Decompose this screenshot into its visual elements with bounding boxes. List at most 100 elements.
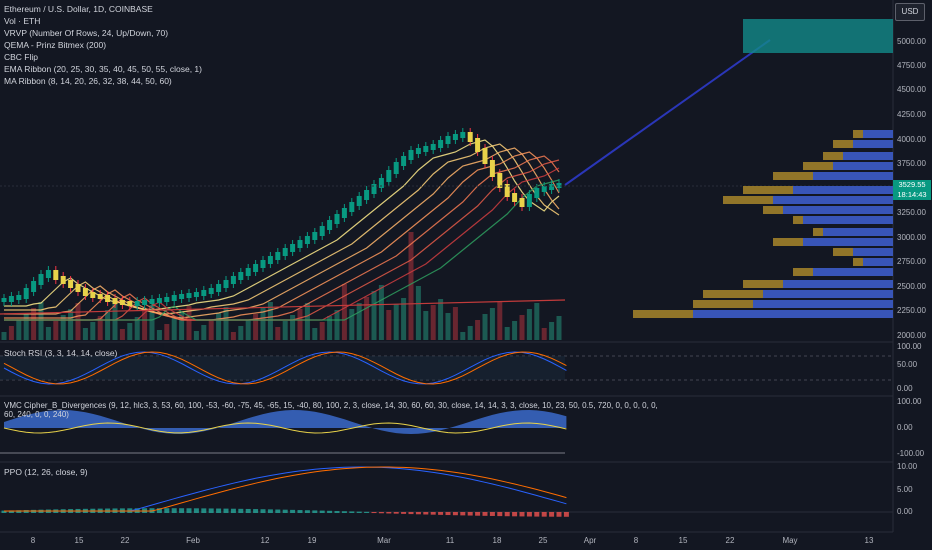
bar-countdown: 18:14:43 [897,190,927,199]
stoch-d-line [3,351,567,385]
candle-body [156,298,162,303]
ppo-histogram-bar [341,511,347,513]
indicator-qema[interactable]: QEMA - Prinz Bitmex (200) [4,40,107,50]
volume-bar [371,291,377,340]
stoch-k-line [3,351,567,385]
legend: Ethereum / U.S. Dollar, 1D, COINBASE Vol… [4,3,202,87]
volume-bar [186,306,192,340]
ppo-histogram-bar [460,512,466,516]
ppo-axis-label: 0.00 [897,507,913,516]
price-label: 3000.00 [897,233,926,242]
volume-bar [1,332,7,340]
volume-bar [549,322,555,340]
ppo-histogram-bar [415,512,421,515]
volume-bar [16,320,22,340]
volume-profile-down [803,238,893,246]
candle-body [238,272,244,280]
candle-body [171,295,177,301]
indicator-ma-ribbon[interactable]: MA Ribbon (8, 14, 20, 26, 32, 38, 44, 50… [4,76,172,86]
current-price-value: 3529.55 [898,180,926,189]
candle-body [45,270,51,278]
vmc-cipher-title[interactable]: VMC Cipher_B_Divergences (9, 12, hlc3, 3… [4,401,658,419]
volume-bar [38,302,44,340]
price-label: 4750.00 [897,61,926,70]
volume-bar [142,311,148,340]
candle-body [549,184,555,190]
indicator-volume[interactable]: Vol · ETH [4,16,41,26]
candle-body [401,156,407,166]
ma-ribbon-line [4,139,560,311]
volume-bar [127,323,133,340]
volume-bar [82,328,88,340]
vmc-money-flow [3,422,567,434]
candle-body [179,294,185,299]
ppo-histogram-bar [16,510,22,513]
ppo-axis-label: 5.00 [897,485,913,494]
ppo-line [4,466,567,512]
volume-profile-down [813,172,893,180]
volume-bar [8,326,14,340]
volume-bar [460,332,466,340]
indicator-vrvp[interactable]: VRVP (Number Of Rows, 24, Up/Down, 70) [4,28,169,38]
ppo-histogram-bar [393,512,399,514]
volume-bar [105,310,111,340]
price-label: 2250.00 [897,306,926,315]
ppo-histogram-bar [1,510,7,513]
stoch-rsi-title[interactable]: Stoch RSI (3, 3, 14, 14, close) [4,348,118,358]
ppo-title[interactable]: PPO (12, 26, close, 9) [4,467,88,477]
volume-bar [90,322,96,340]
time-label: 15 [678,536,688,545]
volume-bar [119,329,125,340]
volume-bar [201,325,207,340]
candle-body [53,270,59,280]
candle-body [68,280,74,288]
time-label: 12 [260,536,270,545]
volume-bar [556,316,562,340]
ppo-histogram-bar [223,508,229,513]
candle-body [75,284,81,292]
candle-body [556,183,562,188]
vmc-axis-label: 100.00 [897,397,922,406]
volume-bar [68,309,74,340]
volume-bar [430,305,436,340]
candle-body [164,297,170,302]
volume-bar [393,304,399,340]
indicator-ema-ribbon[interactable]: EMA Ribbon (20, 25, 30, 35, 40, 45, 50, … [4,64,202,74]
candle-body [415,148,421,154]
time-label: 25 [538,536,548,545]
volume-bar [156,330,162,340]
ppo-histogram-bar [386,512,392,514]
ppo-histogram-bar [260,509,266,513]
volume-bar [415,286,421,340]
volume-bar [445,313,451,340]
vmc-axis-label: 0.00 [897,423,913,432]
candle-body [119,300,125,305]
volume-bar [282,321,288,340]
volume-bar [497,302,503,340]
candle-body [201,290,207,296]
candle-body [489,160,495,177]
ppo-histogram-bar [541,512,547,517]
candle-body [312,232,318,240]
indicator-cbc-flip[interactable]: CBC Flip [4,52,39,62]
price-label: 4250.00 [897,110,926,119]
vmc-axis-label: -100.00 [897,449,925,458]
candle-body [534,188,540,198]
volume-bar [534,303,540,340]
ppo-histogram-bar [349,511,355,513]
volume-bar [179,312,185,340]
time-label: Mar [377,536,391,545]
time-label: May [782,536,798,545]
candle-body [341,208,347,218]
volume-bar [364,297,370,340]
currency-button[interactable]: USD [895,3,925,21]
candle-body [230,276,236,284]
volume-bar [334,310,340,340]
candle-body [349,202,355,212]
ppo-histogram-bar [319,510,325,513]
volume-bar [238,326,244,340]
symbol-title[interactable]: Ethereum / U.S. Dollar, 1D, COINBASE [4,4,153,14]
trend-line [0,299,566,315]
candle-body [438,140,444,148]
